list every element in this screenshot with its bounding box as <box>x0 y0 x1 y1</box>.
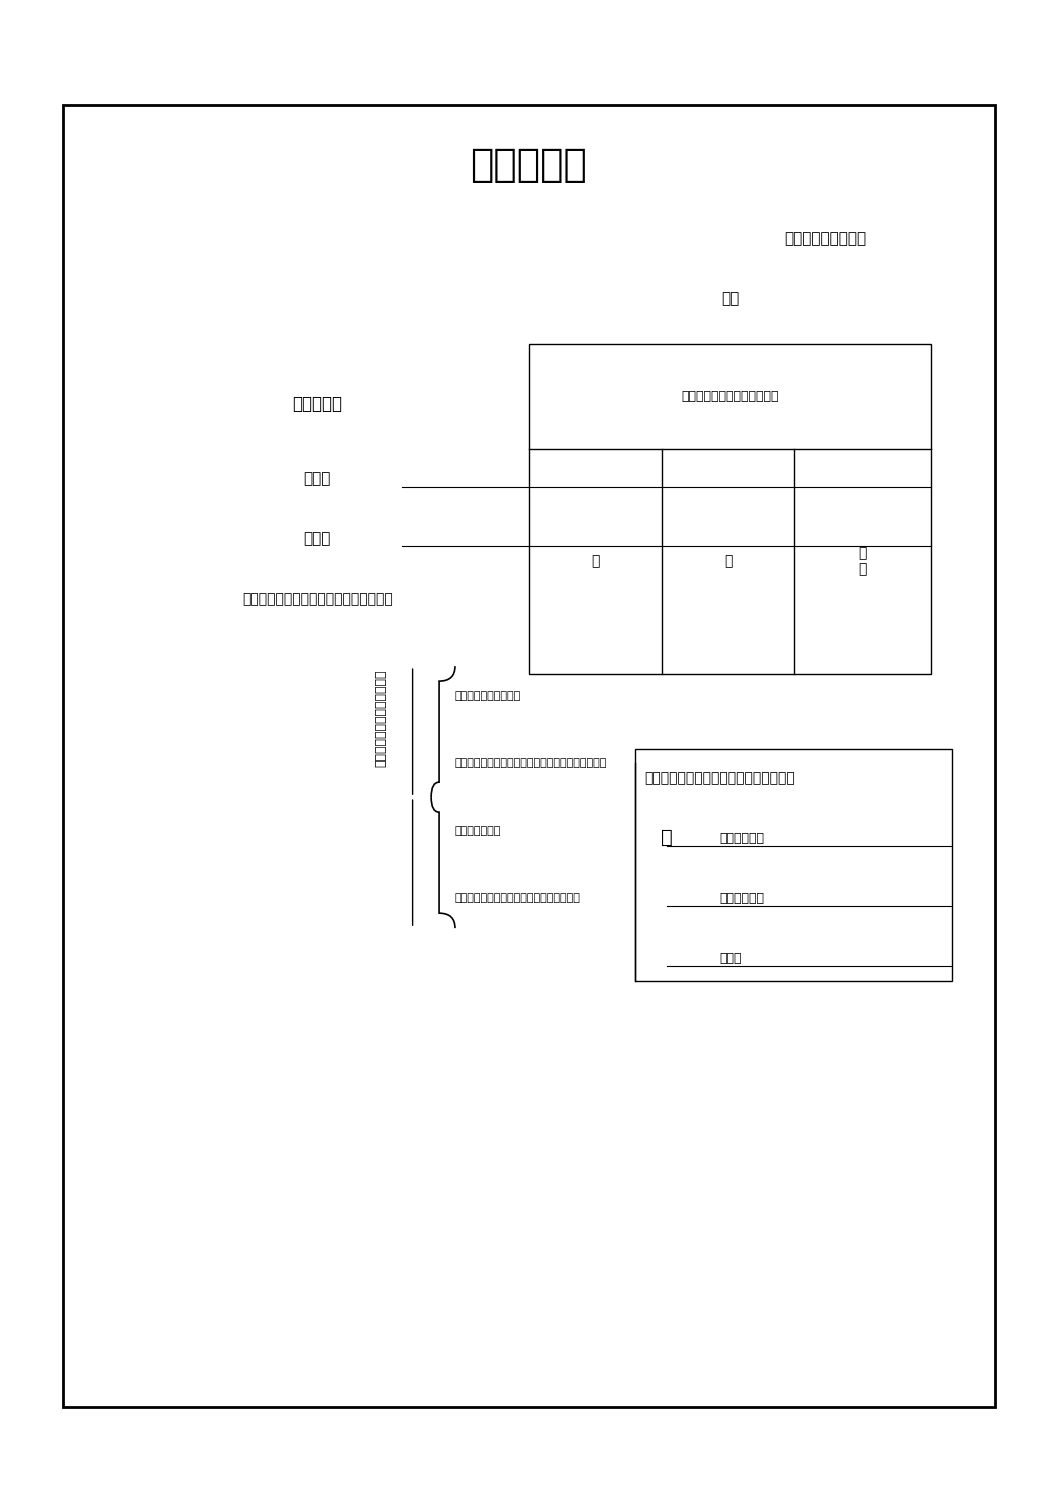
Text: （フリガナ）: （フリガナ） <box>719 832 765 844</box>
Text: ３．解体の届出: ３．解体の届出 <box>455 826 501 835</box>
Text: 委　任　者: 委 任 者 <box>292 395 343 413</box>
Bar <box>529 344 931 674</box>
Text: 上記の者を代理人と定め、下記自動車の: 上記の者を代理人と定め、下記自動車の <box>242 591 393 606</box>
Text: 車: 車 <box>591 554 600 569</box>
Text: ４．解体の届出及び自動車重量税還付申請: ４．解体の届出及び自動車重量税還付申請 <box>455 894 581 903</box>
Text: ２．永久抹消登録申請並及び自動車重量税還付申請: ２．永久抹消登録申請並及び自動車重量税還付申請 <box>455 759 607 768</box>
Text: 自　動　車　登　録　番　号: 自 動 車 登 録 番 号 <box>681 391 779 403</box>
Text: 氏名又は名称: 氏名又は名称 <box>719 892 765 904</box>
Text: 番
号: 番 号 <box>858 546 867 576</box>
Bar <box>63 105 995 1407</box>
Text: 令和: 令和 <box>720 292 740 307</box>
Text: 住　所: 住 所 <box>304 531 331 546</box>
Text: 委　任　状: 委 任 状 <box>471 145 587 184</box>
Text: 年　　　月　　　日: 年 月 日 <box>784 232 867 247</box>
Text: 台: 台 <box>724 554 732 569</box>
Text: 委　任　者　（使用済自動車の所有者）: 委 任 者 （使用済自動車の所有者） <box>644 771 795 786</box>
Text: １．永久抹消登録申請: １．永久抹消登録申請 <box>455 692 522 701</box>
Text: 氏　名: 氏 名 <box>304 472 331 487</box>
Text: ㊞: ㊞ <box>660 829 673 847</box>
Bar <box>635 748 952 981</box>
Text: 住　所: 住 所 <box>719 952 742 964</box>
Text: に関する権限を委任します。: に関する権限を委任します。 <box>375 669 387 768</box>
